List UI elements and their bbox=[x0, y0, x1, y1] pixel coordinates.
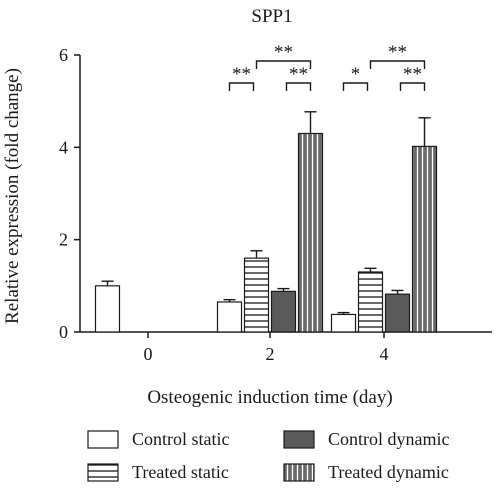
y-tick-label: 6 bbox=[59, 45, 68, 65]
bar bbox=[94, 285, 121, 333]
bar bbox=[270, 290, 297, 333]
x-tick-label: 2 bbox=[266, 344, 275, 364]
x-tick-label: 0 bbox=[144, 344, 153, 364]
legend-swatch bbox=[283, 463, 315, 482]
significance-bracket bbox=[399, 82, 426, 91]
y-tick-label: 4 bbox=[59, 137, 68, 157]
bar bbox=[411, 145, 438, 333]
x-axis-label: Osteogenic induction time (day) bbox=[147, 387, 392, 408]
significance-label: ** bbox=[289, 64, 308, 85]
significance-bracket bbox=[285, 82, 312, 91]
bar bbox=[243, 257, 270, 333]
significance-label: * bbox=[351, 64, 361, 85]
significance-bracket bbox=[369, 60, 426, 69]
significance-bracket bbox=[255, 60, 312, 69]
legend-swatch bbox=[87, 430, 119, 449]
significance-label: ** bbox=[232, 64, 251, 85]
legend-label: Control static bbox=[132, 429, 230, 449]
bar bbox=[330, 313, 357, 333]
significance-label: ** bbox=[274, 42, 293, 63]
bars bbox=[94, 111, 438, 333]
bar bbox=[357, 271, 384, 333]
legend-label: Control dynamic bbox=[328, 429, 449, 449]
legend-swatch bbox=[87, 463, 119, 482]
bar bbox=[297, 132, 324, 333]
bar bbox=[384, 293, 411, 333]
y-tick-label: 0 bbox=[59, 322, 68, 342]
significance-label: ** bbox=[388, 42, 407, 63]
significance-bracket bbox=[228, 82, 255, 91]
significance-label: ** bbox=[403, 64, 422, 85]
legend-label: Treated static bbox=[132, 462, 229, 482]
legend-swatch bbox=[283, 430, 315, 449]
legend-label: Treated dynamic bbox=[328, 462, 449, 482]
y-tick-label: 2 bbox=[59, 230, 68, 250]
chart-title: SPP1 bbox=[251, 6, 292, 27]
x-tick-label: 4 bbox=[380, 344, 389, 364]
significance-brackets: ****** ***** bbox=[228, 42, 426, 91]
y-axis-label: Relative expression (fold change) bbox=[2, 68, 23, 324]
bar bbox=[216, 301, 243, 333]
legend: Control static Treated static Control dyna… bbox=[87, 429, 449, 482]
significance-bracket bbox=[342, 82, 369, 91]
